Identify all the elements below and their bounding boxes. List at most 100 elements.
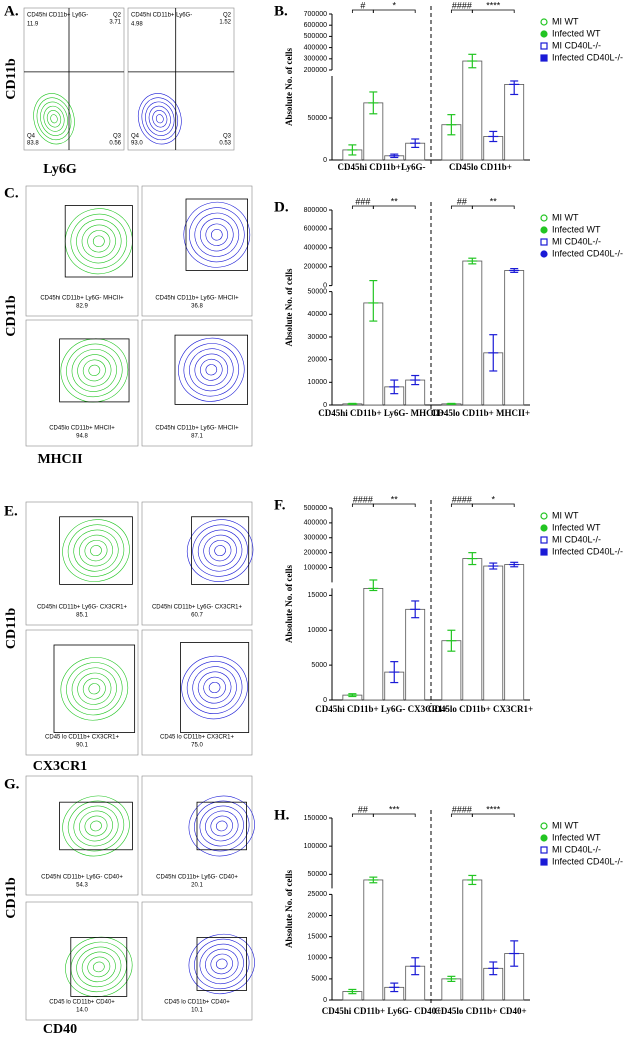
category-label: CD45hi CD11b+ Ly6G- CD40+ [322,1006,442,1016]
significance-label: **** [486,0,501,10]
contour [67,524,125,577]
gate-name: CD45lo CD11b+ MHCII+ [49,426,115,432]
y-axis-label: Absolute No. of cells [284,565,294,643]
contour [137,93,182,145]
contour [88,364,101,376]
bar [504,564,525,701]
contour [81,224,116,258]
legend-label: MI WT [552,212,579,222]
y-tick-label: 0 [323,402,327,409]
significance-bracket [372,9,416,13]
y-axis-label: CD11b [4,58,19,99]
error-bar [347,402,358,405]
category-label: CD45lo CD11b+ MHCII+ [431,408,530,418]
x-axis-label: CD40 [43,1022,77,1037]
y-axis-label: Absolute No. of cells [284,268,294,346]
legend-marker [540,858,548,866]
gate-box [59,338,130,403]
contour [90,545,102,557]
gate-name: CD45 lo CD11b+ CX3CR1+ [45,735,119,741]
contour [155,114,164,124]
significance-label: #### [353,494,373,504]
y-tick-label: 300000 [304,56,327,63]
quadrant-value: 4.98 [131,22,143,28]
panel-label: D. [274,199,289,215]
contour [205,948,239,980]
error-bar [488,334,499,372]
contour [65,936,133,997]
contour [210,953,233,975]
gate-name: CD45hi CD11b+ Ly6G- MHCII+ [40,296,124,302]
gate-percent: 10.1 [191,1008,203,1014]
error-bar [488,562,499,570]
y-tick-label: 400000 [304,245,327,252]
plot-frame [25,901,139,1021]
gate-name: CD45hi CD11b+ Ly6G- CD40+ [156,875,238,881]
error-bar [368,91,379,115]
error-bar [467,552,478,566]
y-tick-label: 50000 [308,288,328,295]
contour [90,820,102,832]
contour [43,105,65,132]
bar [483,565,504,701]
panel-label: F. [274,497,286,513]
significance-label: ** [391,494,399,504]
plot-frame [141,629,253,756]
gate-box [196,937,247,991]
significance-bracket [471,813,515,817]
contour [73,529,119,572]
significance-bracket [372,503,416,507]
category-label: CD45hi CD11b+ Ly6G- CX3CR1+ [315,704,448,714]
panel-label: H. [274,807,290,823]
gate-name: CD45hi CD11b+ Ly6G- MHCII+ [155,426,239,432]
error-bar [509,940,520,967]
contour [76,219,122,264]
bar [363,879,384,1001]
significance-label: **** [486,804,501,814]
y-tick-label: 15000 [308,933,328,940]
category-label: CD45lo CD11b+ CX3CR1+ [428,704,533,714]
y-axis-label: Absolute No. of cells [284,48,294,126]
contour [214,545,226,557]
gate-box [59,516,133,585]
contour [71,667,117,710]
contour [88,683,101,695]
y-tick-label: 15000 [308,592,328,599]
error-bar [446,629,457,652]
quadrant-value: Q3 [113,134,122,140]
gate-name: CD45hi CD11b+ Ly6G- MHCII+ [155,296,239,302]
error-bar [368,279,379,322]
bar [462,558,483,701]
legend-label: Infected CD40L-/- [552,546,623,556]
contour [194,353,229,386]
contour [33,93,75,145]
error-bar [410,374,421,386]
error-bar [389,982,400,993]
contour [152,110,168,128]
legend-label: Infected WT [552,28,601,38]
contour [178,337,245,402]
gate-box [70,937,128,997]
significance-bracket [471,9,515,13]
quadrant-value: 1.52 [219,20,231,26]
quadrant-value: 3.71 [109,20,121,26]
significance-label: ** [391,196,399,206]
error-bar [467,257,478,265]
contour [197,671,232,704]
flow-plot: CD45hi CD11b+ Ly6G- CD40+ 54.3 [25,775,139,896]
error-bar [347,988,358,995]
contour [79,810,113,842]
y-tick-label: 100000 [304,843,327,850]
quadrant-value: Q2 [223,13,232,19]
contour [73,805,119,847]
significance-bracket [471,503,515,507]
contour [200,218,234,252]
legend-marker [540,536,548,544]
x-axis-label: Ly6G [43,162,77,177]
gate-percent: 87.1 [191,434,203,440]
quadrant-value: Q4 [131,134,140,140]
flow-plot: CD45hi CD11b+ Ly6G- CD40+ 20.1 [141,775,255,896]
contour [87,230,111,253]
